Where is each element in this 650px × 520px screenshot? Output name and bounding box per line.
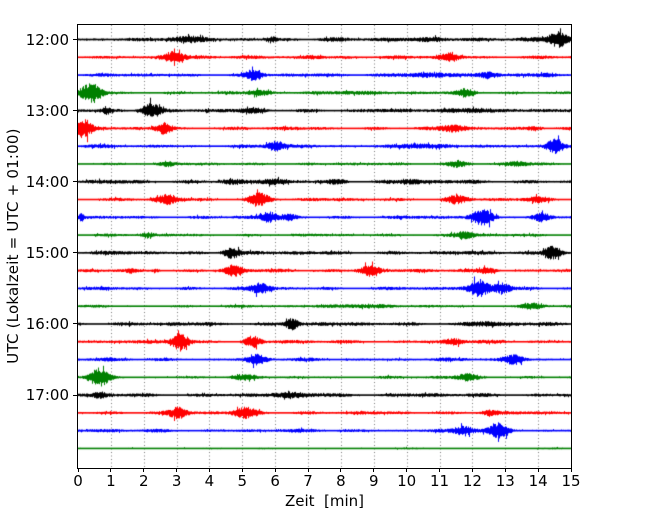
x-tick-label: 3	[171, 472, 182, 490]
x-tick-mark	[537, 468, 539, 472]
x-tick-label: 1	[106, 472, 116, 490]
x-tick-mark	[340, 468, 342, 472]
x-tick-label: 7	[303, 472, 313, 490]
x-tick-mark	[570, 468, 572, 472]
x-tick-mark	[176, 468, 178, 472]
y-tick-mark	[73, 110, 77, 112]
x-axis-label: Zeit [min]	[284, 492, 365, 510]
y-tick-label: 17:00	[25, 386, 69, 405]
x-tick-mark	[439, 468, 441, 472]
x-tick-label: 15	[561, 472, 581, 490]
y-tick-label: 14:00	[25, 172, 69, 191]
y-tick-mark	[73, 181, 77, 183]
x-tick-label: 6	[270, 472, 280, 490]
y-tick-label: 12:00	[25, 30, 69, 49]
x-tick-label: 4	[204, 472, 215, 490]
y-tick-mark	[73, 323, 77, 325]
x-tick-label: 12	[462, 472, 482, 490]
x-tick-label: 13	[495, 472, 515, 490]
x-tick-mark	[274, 468, 276, 472]
x-tick-mark	[406, 468, 408, 472]
x-tick-mark	[208, 468, 210, 472]
x-tick-label: 11	[429, 472, 450, 490]
x-tick-label: 0	[73, 472, 83, 490]
x-tick-mark	[307, 468, 309, 472]
y-tick-mark	[73, 394, 77, 396]
x-tick-label: 8	[336, 472, 346, 490]
x-tick-mark	[143, 468, 145, 472]
y-tick-label: 13:00	[25, 101, 69, 120]
x-tick-label: 2	[138, 472, 149, 490]
x-tick-mark	[77, 468, 79, 472]
x-tick-label: 10	[397, 472, 417, 490]
x-tick-mark	[373, 468, 375, 472]
y-tick-mark	[73, 252, 77, 254]
x-tick-label: 5	[237, 472, 248, 490]
seismogram-traces-canvas	[78, 25, 571, 468]
y-tick-mark	[73, 39, 77, 40]
y-tick-label: 15:00	[25, 243, 69, 262]
x-tick-mark	[504, 468, 506, 472]
x-tick-label: 9	[369, 472, 379, 490]
plot-area	[77, 24, 572, 469]
x-tick-mark	[241, 468, 243, 472]
x-tick-mark	[471, 468, 473, 472]
y-tick-label: 16:00	[25, 314, 69, 333]
x-tick-mark	[110, 468, 112, 472]
x-tick-label: 14	[528, 472, 548, 490]
